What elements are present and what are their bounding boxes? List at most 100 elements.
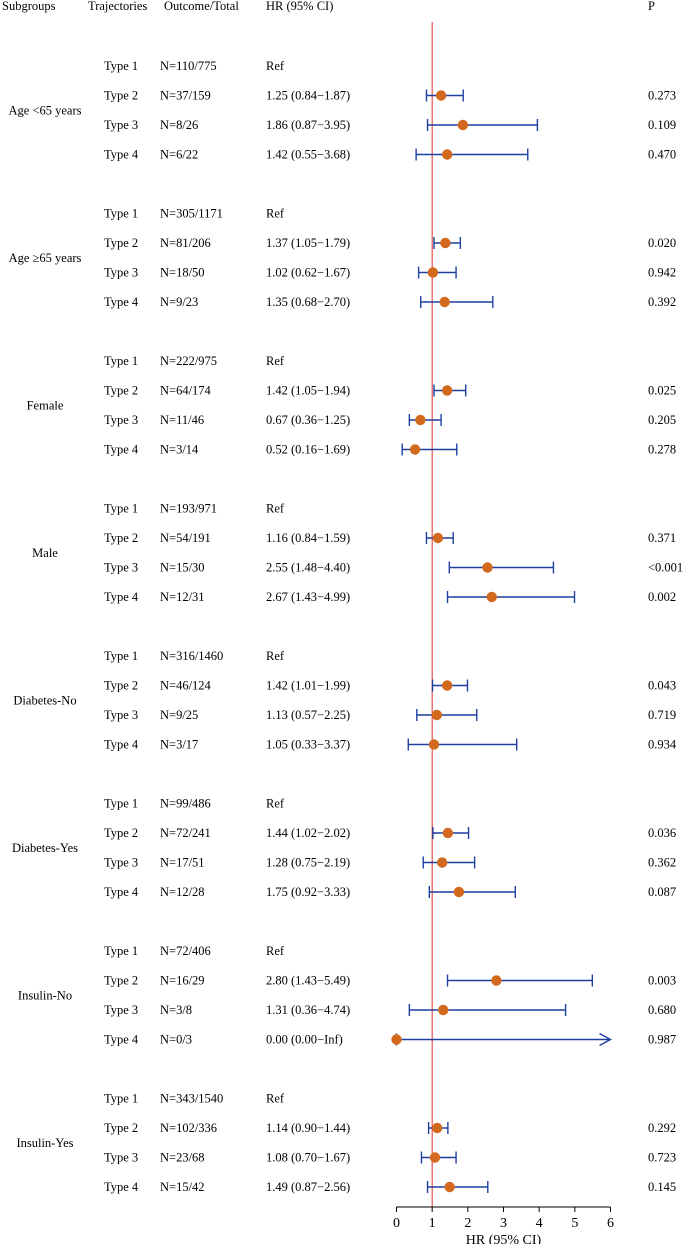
table-row: Type 3 N=17/51 1.28 (0.75−2.19) 0.362 bbox=[104, 856, 676, 870]
table-row: Type 1 N=343/1540 Ref bbox=[104, 1092, 285, 1106]
table-row: Type 4 N=3/17 1.05 (0.33−3.37) 0.934 bbox=[104, 738, 677, 752]
forest-mark bbox=[425, 532, 454, 544]
table-row: Type 3 N=11/46 0.67 (0.36−1.25) 0.205 bbox=[104, 413, 676, 427]
x-tick-label: 3 bbox=[500, 1216, 507, 1231]
forest-mark bbox=[408, 1004, 567, 1016]
hr-ci-text: Ref bbox=[266, 944, 285, 958]
outcome-total: N=15/42 bbox=[160, 1180, 205, 1194]
hr-point bbox=[457, 119, 469, 131]
hr-ci-text: 1.35 (0.68−2.70) bbox=[266, 295, 350, 309]
hr-ci-text: 0.00 (0.00−Inf) bbox=[266, 1033, 343, 1047]
p-value: 0.680 bbox=[648, 1003, 676, 1017]
trajectory-type: Type 4 bbox=[104, 1033, 139, 1047]
trajectory-type: Type 4 bbox=[104, 590, 139, 604]
outcome-total: N=102/336 bbox=[160, 1121, 217, 1135]
forest-mark bbox=[425, 89, 464, 102]
trajectory-type: Type 1 bbox=[104, 797, 138, 811]
hr-ci-text: Ref bbox=[266, 797, 285, 811]
group-label: Diabetes-No bbox=[13, 693, 76, 707]
outcome-total: N=8/26 bbox=[160, 118, 198, 132]
group-0: Age <65 years Type 1 N=110/775 Ref Type 2 N=3… bbox=[9, 59, 677, 162]
hr-ci-text: 1.25 (0.84−1.87) bbox=[266, 89, 350, 103]
outcome-total: N=343/1540 bbox=[160, 1092, 223, 1106]
hr-ci-text: 2.67 (1.43−4.99) bbox=[266, 590, 350, 604]
header-trajectories: Trajectories bbox=[88, 0, 147, 13]
table-row: Type 2 N=54/191 1.16 (0.84−1.59) 0.371 bbox=[104, 531, 676, 545]
trajectory-type: Type 3 bbox=[104, 856, 138, 870]
trajectory-type: Type 4 bbox=[104, 295, 139, 309]
hr-point bbox=[415, 414, 426, 426]
hr-point bbox=[444, 1181, 455, 1193]
hr-ci-text: 0.52 (0.16−1.69) bbox=[266, 443, 350, 457]
table-row: Type 2 N=72/241 1.44 (1.02−2.02) 0.036 bbox=[104, 826, 676, 840]
table-row: Type 2 N=46/124 1.42 (1.01−1.99) 0.043 bbox=[104, 679, 676, 693]
header-subgroups: Subgroups bbox=[2, 0, 56, 13]
hr-ci-text: 1.42 (0.55−3.68) bbox=[266, 148, 350, 162]
ci-upper-arrow bbox=[599, 1032, 612, 1047]
hr-point bbox=[431, 1122, 443, 1134]
outcome-total: N=17/51 bbox=[160, 856, 205, 870]
table-row: Type 4 N=3/14 0.52 (0.16−1.69) 0.278 bbox=[104, 443, 676, 457]
outcome-total: N=0/3 bbox=[160, 1033, 192, 1047]
trajectory-type: Type 1 bbox=[104, 502, 138, 516]
outcome-total: N=54/191 bbox=[160, 531, 211, 545]
x-tick-label: 4 bbox=[536, 1216, 543, 1231]
hr-ci-text: 1.08 (0.70−1.67) bbox=[266, 1151, 350, 1165]
hr-point bbox=[427, 267, 439, 278]
trajectory-type: Type 1 bbox=[104, 1092, 138, 1106]
group-label: Age ≥65 years bbox=[9, 251, 82, 265]
forest-mark bbox=[417, 266, 457, 279]
table-row: Type 2 N=37/159 1.25 (0.84−1.87) 0.273 bbox=[104, 89, 676, 103]
forest-mark bbox=[446, 591, 576, 603]
trajectory-type: Type 2 bbox=[104, 531, 138, 545]
trajectory-type: Type 3 bbox=[104, 561, 138, 575]
outcome-total: N=193/971 bbox=[160, 502, 217, 516]
trajectory-type: Type 1 bbox=[104, 944, 138, 958]
hr-point bbox=[453, 886, 465, 898]
table-row: Type 4 N=12/28 1.75 (0.92−3.33) 0.087 bbox=[104, 885, 676, 899]
hr-point bbox=[491, 975, 502, 986]
outcome-total: N=3/14 bbox=[160, 443, 199, 457]
group-label: Age <65 years bbox=[9, 103, 82, 117]
outcome-total: N=11/46 bbox=[160, 413, 204, 427]
hr-ci-text: 1.75 (0.92−3.33) bbox=[266, 885, 350, 899]
trajectory-type: Type 4 bbox=[104, 1180, 139, 1194]
forest-mark bbox=[408, 414, 442, 426]
outcome-total: N=12/28 bbox=[160, 885, 205, 899]
table-row: Type 4 N=15/42 1.49 (0.87−2.56) 0.145 bbox=[104, 1180, 676, 1194]
header-row: Subgroups Trajectories Outcome/Total HR … bbox=[2, 0, 655, 13]
hr-ci-text: Ref bbox=[266, 502, 285, 516]
hr-ci-text: 1.28 (0.75−2.19) bbox=[266, 856, 350, 870]
hr-ci-text: 1.13 (0.57−2.25) bbox=[266, 708, 350, 722]
table-row: Type 4 N=12/31 2.67 (1.43−4.99) 0.002 bbox=[104, 590, 676, 604]
forest-mark bbox=[426, 119, 539, 131]
outcome-total: N=99/486 bbox=[160, 797, 211, 811]
table-row: Type 1 N=316/1460 Ref bbox=[104, 649, 285, 663]
outcome-total: N=110/775 bbox=[160, 59, 217, 73]
table-row: Type 3 N=8/26 1.86 (0.87−3.95) 0.109 bbox=[104, 118, 676, 132]
x-tick-label: 0 bbox=[393, 1216, 400, 1231]
group-label: Male bbox=[32, 546, 58, 560]
outcome-total: N=72/406 bbox=[160, 944, 211, 958]
hr-point bbox=[441, 149, 453, 160]
p-value: 0.392 bbox=[648, 295, 676, 309]
p-value: 0.020 bbox=[648, 236, 676, 250]
hr-ci-text: 1.49 (0.87−2.56) bbox=[266, 1180, 350, 1194]
hr-ci-text: 1.44 (1.02−2.02) bbox=[266, 826, 350, 840]
forest-mark bbox=[416, 709, 478, 721]
group-4: Diabetes-No Type 1 N=316/1460 Ref Type 2 N=46… bbox=[13, 649, 676, 752]
outcome-total: N=23/68 bbox=[160, 1151, 205, 1165]
table-row: Type 3 N=18/50 1.02 (0.62−1.67) 0.942 bbox=[104, 266, 676, 280]
hr-ci-text: 0.67 (0.36−1.25) bbox=[266, 413, 350, 427]
p-value: 0.109 bbox=[648, 118, 676, 132]
trajectory-type: Type 4 bbox=[104, 443, 139, 457]
hr-ci-text: Ref bbox=[266, 649, 285, 663]
trajectory-type: Type 2 bbox=[104, 679, 138, 693]
table-row: Type 2 N=102/336 1.14 (0.90−1.44) 0.292 bbox=[104, 1121, 676, 1135]
p-value: 0.043 bbox=[648, 679, 676, 693]
hr-ci-text: 1.42 (1.01−1.99) bbox=[266, 679, 350, 693]
x-tick-label: 2 bbox=[464, 1216, 471, 1231]
hr-point bbox=[429, 1152, 441, 1163]
outcome-total: N=81/206 bbox=[160, 236, 211, 250]
hr-point bbox=[486, 591, 497, 603]
